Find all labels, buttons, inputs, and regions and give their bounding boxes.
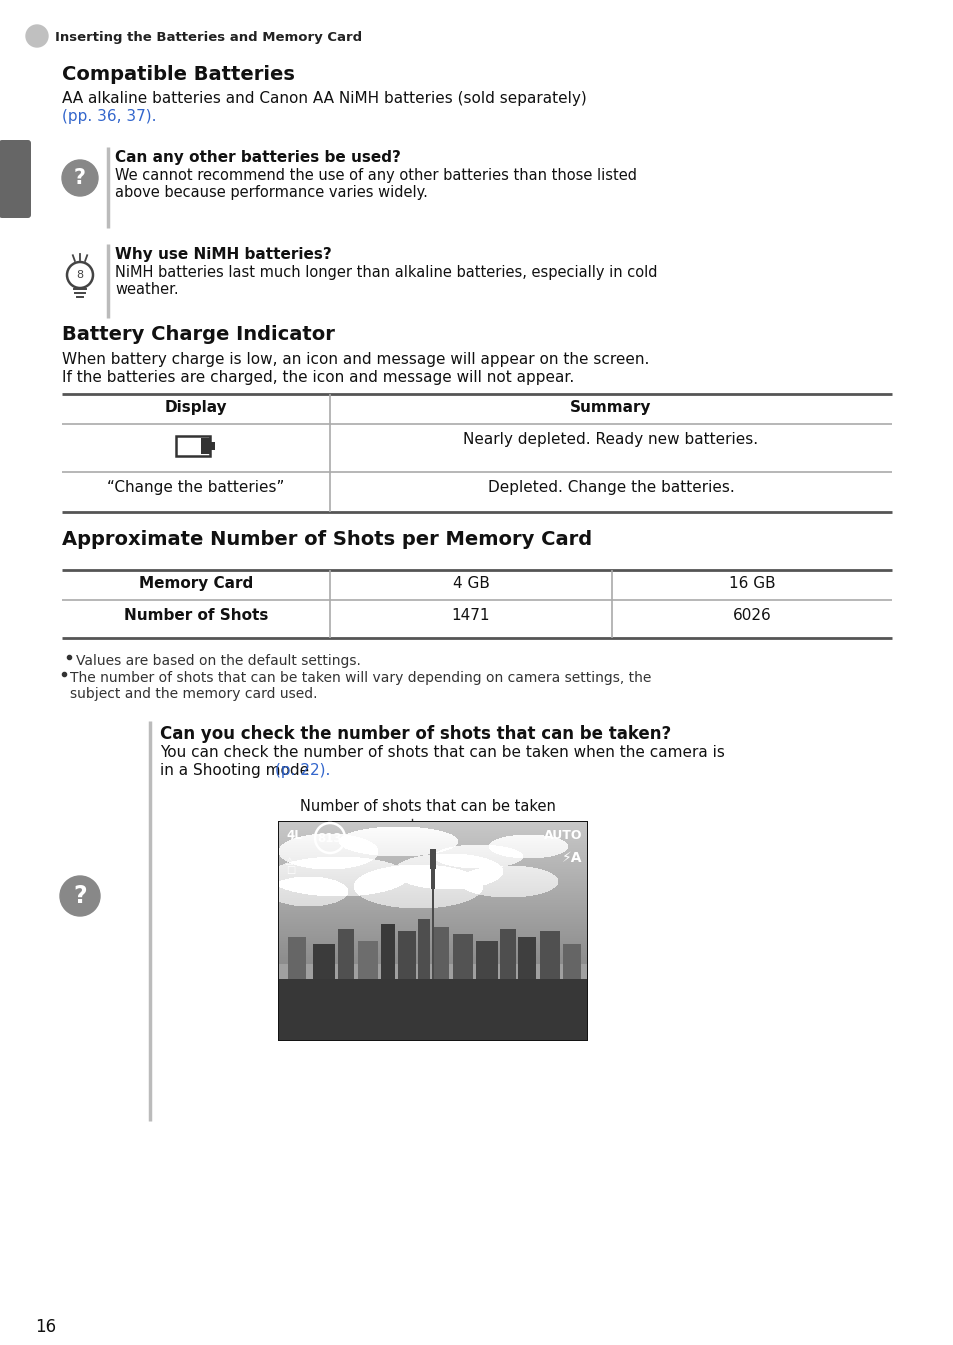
FancyBboxPatch shape (0, 140, 30, 218)
Text: Can you check the number of shots that can be taken?: Can you check the number of shots that c… (160, 725, 671, 742)
Text: The number of shots that can be taken will vary depending on camera settings, th: The number of shots that can be taken wi… (70, 671, 651, 685)
Text: subject and the memory card used.: subject and the memory card used. (70, 687, 317, 701)
Text: weather.: weather. (115, 282, 178, 297)
Text: NiMH batteries last much longer than alkaline batteries, especially in cold: NiMH batteries last much longer than alk… (115, 265, 657, 280)
Text: Inserting the Batteries and Memory Card: Inserting the Batteries and Memory Card (55, 31, 362, 44)
Text: 8: 8 (76, 270, 84, 280)
Text: If the batteries are charged, the icon and message will not appear.: If the batteries are charged, the icon a… (62, 370, 574, 385)
Text: above because performance varies widely.: above because performance varies widely. (115, 186, 428, 200)
Circle shape (60, 876, 100, 916)
Text: 813: 813 (317, 831, 342, 845)
Text: Compatible Batteries: Compatible Batteries (62, 65, 294, 83)
Bar (210, 443, 214, 451)
Bar (201, 438, 210, 455)
Text: in a Shooting mode: in a Shooting mode (160, 763, 314, 777)
Bar (175, 436, 210, 456)
Text: Number of shots that can be taken: Number of shots that can be taken (299, 799, 556, 814)
Text: Battery Charge Indicator: Battery Charge Indicator (62, 325, 335, 344)
Text: Memory Card: Memory Card (139, 576, 253, 590)
Text: “Change the batteries”: “Change the batteries” (107, 480, 284, 495)
Text: △
□: △ □ (286, 855, 294, 876)
Text: ?: ? (73, 884, 87, 908)
Text: Number of Shots: Number of Shots (124, 608, 268, 623)
Text: Approximate Number of Shots per Memory Card: Approximate Number of Shots per Memory C… (62, 530, 592, 549)
Text: 4 GB: 4 GB (452, 576, 489, 590)
Text: ⚡A: ⚡A (561, 851, 581, 865)
Text: Summary: Summary (570, 399, 651, 416)
Text: You can check the number of shots that can be taken when the camera is: You can check the number of shots that c… (160, 745, 724, 760)
Text: 4L: 4L (286, 829, 301, 842)
Text: AUTO: AUTO (543, 829, 581, 842)
Text: AA alkaline batteries and Canon AA NiMH batteries (sold separately): AA alkaline batteries and Canon AA NiMH … (62, 91, 586, 106)
Text: When battery charge is low, an icon and message will appear on the screen.: When battery charge is low, an icon and … (62, 352, 649, 367)
Text: Depleted. Change the batteries.: Depleted. Change the batteries. (487, 480, 734, 495)
Text: Values are based on the default settings.: Values are based on the default settings… (76, 654, 360, 668)
Text: We cannot recommend the use of any other batteries than those listed: We cannot recommend the use of any other… (115, 168, 637, 183)
Circle shape (26, 26, 48, 47)
Text: (pp. 36, 37).: (pp. 36, 37). (62, 109, 156, 124)
Text: 6026: 6026 (732, 608, 771, 623)
Text: Can any other batteries be used?: Can any other batteries be used? (115, 151, 400, 165)
Text: Display: Display (165, 399, 227, 416)
Text: Nearly depleted. Ready new batteries.: Nearly depleted. Ready new batteries. (463, 432, 758, 447)
Text: (p. 22).: (p. 22). (274, 763, 330, 777)
Text: ?: ? (74, 168, 86, 188)
Text: 1471: 1471 (452, 608, 490, 623)
Text: Why use NiMH batteries?: Why use NiMH batteries? (115, 247, 332, 262)
Text: 16: 16 (35, 1318, 56, 1336)
Circle shape (62, 160, 98, 196)
Text: 16 GB: 16 GB (728, 576, 775, 590)
